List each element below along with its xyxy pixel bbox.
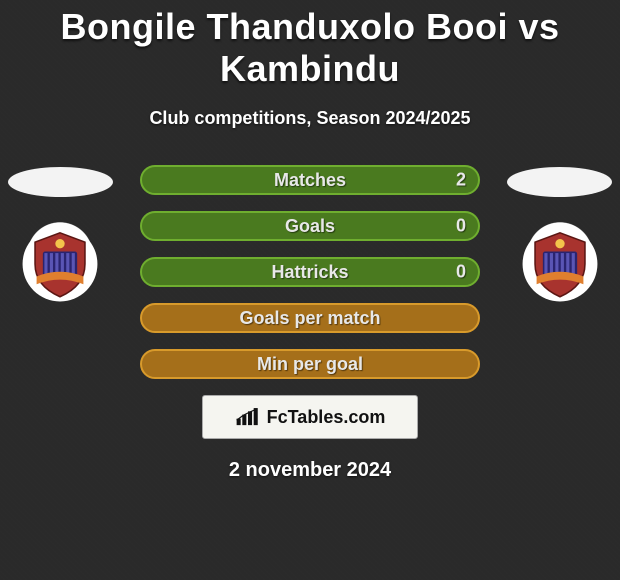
- stat-row: Hattricks 0: [140, 257, 480, 287]
- comparison-stage: Matches 2 Goals 0 Hattricks 0 Goals per match M…: [0, 159, 620, 482]
- site-name: FcTables.com: [267, 407, 386, 428]
- stat-right-value: 0: [456, 216, 466, 237]
- bar-chart-icon: [235, 406, 261, 428]
- stat-label: Goals per match: [239, 308, 380, 329]
- page-title: Bongile Thanduxolo Booi vs Kambindu: [0, 0, 620, 90]
- stat-row: Min per goal: [140, 349, 480, 379]
- stat-row: Goals per match: [140, 303, 480, 333]
- club-badge-right: [515, 219, 605, 309]
- stat-row: Matches 2: [140, 165, 480, 195]
- club-badge-left: [15, 219, 105, 309]
- stat-label: Goals: [285, 216, 335, 237]
- site-attribution[interactable]: FcTables.com: [202, 395, 418, 439]
- stat-label: Min per goal: [257, 354, 363, 375]
- stat-right-value: 0: [456, 262, 466, 283]
- stat-label: Matches: [274, 170, 346, 191]
- stat-right-value: 2: [456, 170, 466, 191]
- stat-rows: Matches 2 Goals 0 Hattricks 0 Goals per match M…: [140, 159, 480, 379]
- stat-row: Goals 0: [140, 211, 480, 241]
- player-right-photo: [507, 167, 612, 197]
- player-left-photo: [8, 167, 113, 197]
- stat-label: Hattricks: [271, 262, 348, 283]
- snapshot-date: 2 november 2024: [0, 459, 620, 482]
- page-subtitle: Club competitions, Season 2024/2025: [0, 108, 620, 129]
